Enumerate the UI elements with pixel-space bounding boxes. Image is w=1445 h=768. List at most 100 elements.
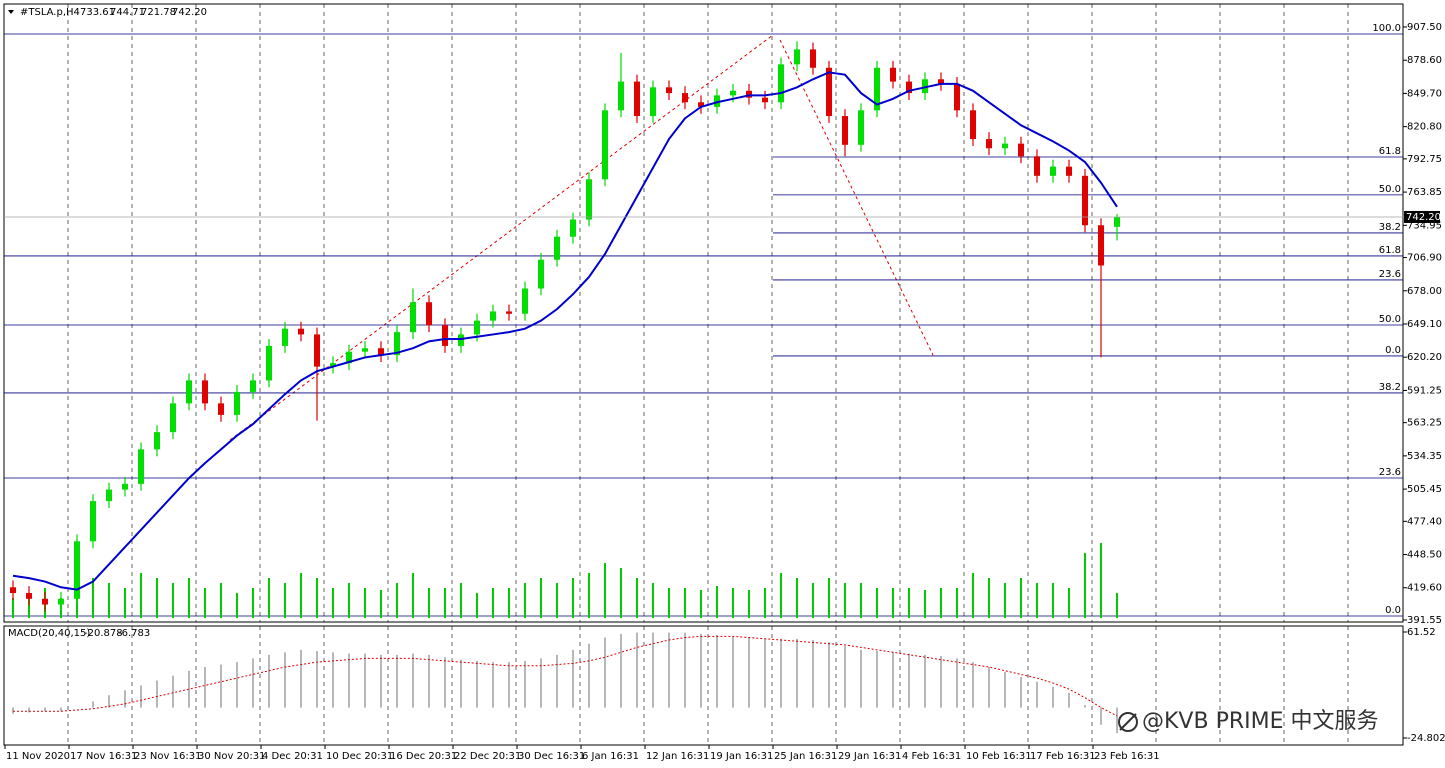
candle-body	[1082, 175, 1088, 226]
volume-bar	[764, 588, 766, 618]
candle-body	[730, 90, 736, 96]
candle-body	[954, 83, 960, 111]
candle-body	[170, 403, 176, 433]
x-tick-label: 10 Dec 20:31	[326, 751, 393, 762]
candle-body	[74, 541, 80, 599]
x-tick-label: 19 Jan 16:31	[710, 751, 773, 762]
volume-bar	[92, 578, 94, 618]
candle-body	[1098, 225, 1104, 266]
candle-body	[970, 110, 976, 140]
volume-bar	[332, 588, 334, 618]
y-tick-label: 534.35	[1407, 451, 1442, 462]
candle-body	[250, 380, 256, 392]
volume-bar	[940, 588, 942, 618]
x-tick-label: 30 Dec 16:31	[518, 751, 585, 762]
candle-body	[826, 67, 832, 117]
candle-body	[794, 49, 800, 65]
y-tick-label: 763.85	[1407, 187, 1442, 198]
volume-bar	[428, 588, 430, 618]
volume-bar	[1116, 593, 1118, 618]
candle-body	[186, 380, 192, 404]
candle-body	[410, 302, 416, 333]
candle-body	[874, 67, 880, 111]
candle-body	[762, 97, 768, 103]
volume-bar	[844, 583, 846, 618]
volume-bar	[268, 578, 270, 618]
y-tick-label: 448.50	[1407, 550, 1442, 561]
candle-body	[618, 81, 624, 111]
volume-bar	[396, 583, 398, 618]
volume-bar	[172, 583, 174, 618]
volume-bar	[956, 588, 958, 618]
volume-bar	[156, 578, 158, 618]
candle-body	[1050, 166, 1056, 176]
volume-bar	[924, 590, 926, 618]
candle-body	[42, 598, 48, 605]
candle-body	[682, 93, 688, 103]
candle-body	[986, 139, 992, 149]
volume-bar	[780, 573, 782, 618]
candle-body	[474, 320, 480, 335]
volume-bar	[316, 578, 318, 618]
x-tick-label: 11 Nov 2020	[6, 751, 70, 762]
x-tick-label: 4 Dec 20:31	[262, 751, 323, 762]
fib-label: 50.0	[1379, 184, 1401, 195]
candle-body	[234, 391, 240, 415]
candle-body	[1002, 143, 1008, 149]
candle-body	[282, 328, 288, 346]
macd-label: MACD(20,40,15)	[8, 628, 90, 639]
candle-body	[218, 403, 224, 415]
volume-bar	[492, 588, 494, 618]
candle-body	[714, 95, 720, 107]
y-tick-label: 620.20	[1407, 352, 1442, 363]
volume-bar	[1100, 543, 1102, 618]
volume-bar	[348, 583, 350, 618]
volume-bar	[732, 588, 734, 618]
menu-arrow	[8, 10, 14, 14]
x-tick-label: 16 Dec 20:31	[390, 751, 457, 762]
macd-y-tick-label: 61.52	[1407, 627, 1436, 638]
volume-bar	[652, 583, 654, 618]
price-tag	[1404, 210, 1440, 223]
y-tick-label: 649.10	[1407, 319, 1442, 330]
y-tick-label: 391.55	[1407, 615, 1442, 626]
x-tick-label: 10 Feb 16:31	[966, 751, 1032, 762]
candle-body	[1018, 143, 1024, 157]
y-tick-label: 505.45	[1407, 484, 1442, 495]
moving-average	[12, 71, 1118, 591]
candle-body	[570, 219, 576, 237]
candle-body	[298, 328, 304, 335]
x-tick-label: 29 Jan 16:31	[838, 751, 901, 762]
macd-signal	[13, 635, 1118, 717]
y-tick-label: 419.60	[1407, 583, 1442, 594]
candle-body	[522, 288, 528, 314]
volume-bar	[252, 588, 254, 618]
x-tick-label: 6 Jan 16:31	[582, 751, 639, 762]
candle-body	[330, 363, 336, 367]
volume-bar	[668, 588, 670, 618]
volume-bar	[108, 583, 110, 618]
candle-body	[746, 90, 752, 98]
y-tick-label: 820.80	[1407, 122, 1442, 133]
header-open: 733.61	[80, 7, 115, 18]
x-tick-label: 17 Feb 16:31	[1030, 751, 1096, 762]
volume-bar	[636, 578, 638, 618]
x-tick-label: 25 Jan 16:31	[774, 751, 837, 762]
fib-label: 0.0	[1385, 605, 1401, 616]
volume-bar	[988, 578, 990, 618]
volume-bar	[812, 583, 814, 618]
y-tick-label: 563.25	[1407, 418, 1442, 429]
candle-body	[698, 102, 704, 107]
volume-bar	[556, 583, 558, 618]
volume-bar	[284, 583, 286, 618]
symbol: #TSLA.p,H4	[20, 7, 80, 18]
volume-bar	[476, 593, 478, 618]
candle-body	[202, 380, 208, 404]
y-tick-label: 792.75	[1407, 154, 1442, 165]
macd-signal-value: -6.783	[118, 628, 150, 639]
candle-body	[554, 236, 560, 260]
price-panel	[3, 3, 1404, 623]
candle-body	[906, 81, 912, 94]
volume-bar	[460, 583, 462, 618]
